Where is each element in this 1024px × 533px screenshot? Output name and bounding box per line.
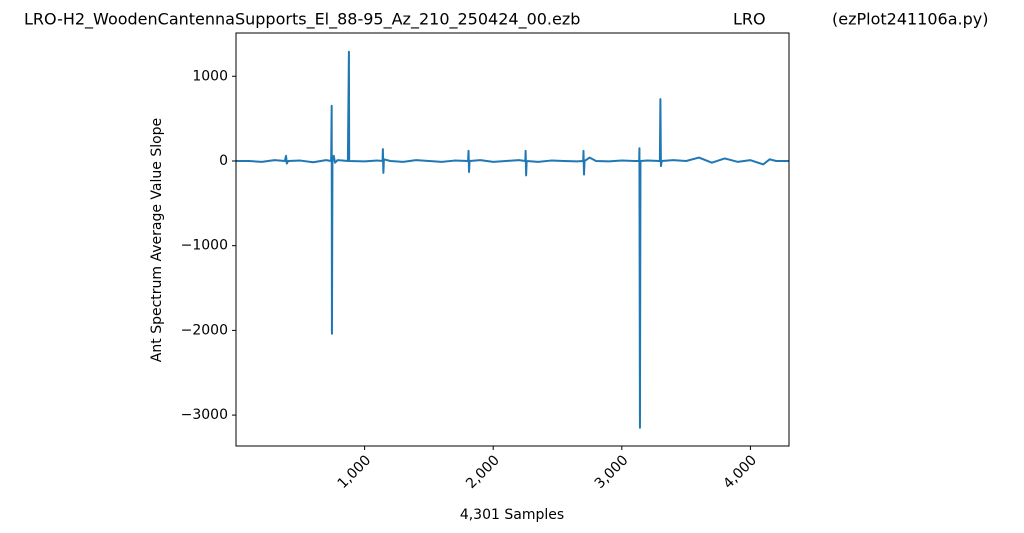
chart-title: (ezPlot241106a.py) — [832, 10, 988, 29]
y-tick-label: −1000 — [181, 238, 228, 254]
x-axis-label: 4,301 Samples — [460, 507, 564, 523]
y-tick-label: 1000 — [192, 68, 228, 84]
y-tick-label: −3000 — [181, 407, 228, 423]
chart-title: LRO-H2_WoodenCantennaSupports_El_88-95_A… — [24, 10, 580, 30]
data-line — [236, 50, 789, 429]
x-tick-label: 4,000 — [720, 452, 760, 492]
y-tick-label: −2000 — [181, 322, 228, 338]
chart-title: LRO — [733, 10, 766, 29]
x-tick-label: 3,000 — [592, 452, 632, 492]
y-tick-label: 0 — [219, 153, 228, 169]
x-tick-label: 1,000 — [335, 452, 375, 492]
plot-frame — [235, 32, 790, 447]
y-axis-label: Ant Spectrum Average Value Slope — [149, 118, 165, 362]
x-tick-label: 2,000 — [463, 452, 503, 492]
